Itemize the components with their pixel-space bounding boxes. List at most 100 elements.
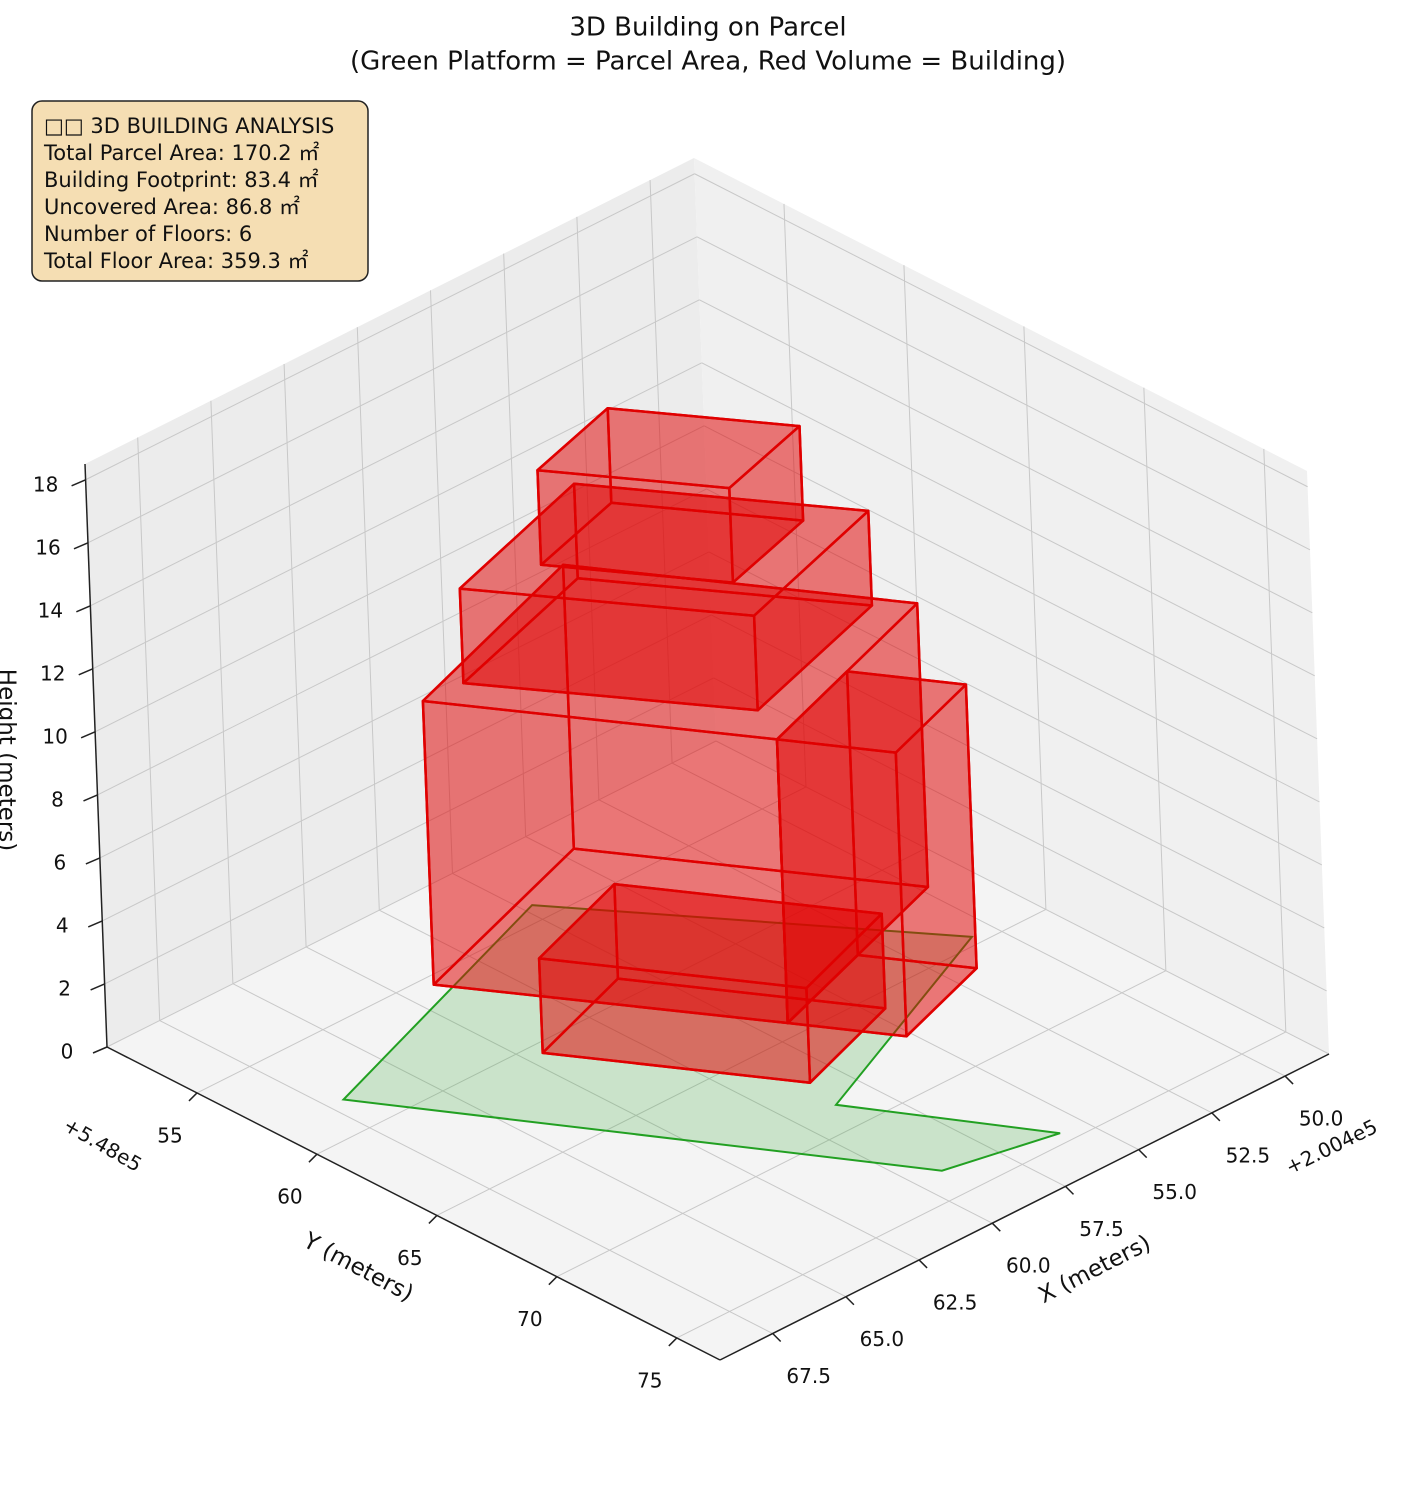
x-tick-label: 55.0 (1152, 1180, 1197, 1204)
grid-line (316, 847, 927, 1155)
grid-line (159, 1020, 773, 1334)
x-axis-label: X (meters) (1034, 1230, 1155, 1309)
axis-line (84, 463, 108, 1048)
building-side (458, 587, 759, 712)
y-tick (308, 1153, 318, 1163)
z-tick-label: 18 (33, 472, 58, 496)
z-tick-label: 16 (35, 535, 60, 559)
plot-content (71, 406, 1330, 1361)
grid-line (104, 677, 714, 985)
z-tick-label: 12 (40, 661, 65, 685)
z-tick (92, 1046, 108, 1054)
grid-line (305, 946, 920, 1261)
grid-line (1263, 448, 1287, 1032)
grid-line (576, 216, 600, 800)
z-tick (90, 983, 105, 991)
y-tick (548, 1276, 558, 1286)
x-tick (845, 1296, 855, 1306)
parcel (341, 904, 1061, 1172)
x-tick-label: 57.5 (1079, 1217, 1124, 1241)
grid-line (708, 551, 1323, 866)
y-offset-label: +5.48e5 (59, 1113, 146, 1177)
annotation-line: Uncovered Area: 86.8 ㎡ (44, 195, 300, 219)
annotation-box (31, 100, 369, 282)
z-tick-label: 2 (58, 976, 71, 1000)
building-side (421, 699, 789, 1025)
grid-line (671, 762, 1286, 1077)
y-tick (668, 1337, 678, 1347)
z-tick-label: 14 (38, 598, 63, 622)
grid-line (715, 740, 1330, 1055)
chart-title: 3D Building on Parcel (569, 13, 846, 43)
z-tick (85, 857, 101, 865)
grid-line (703, 425, 1318, 740)
pane-left (85, 158, 716, 1047)
grid-line (452, 872, 1066, 1187)
grid-line (525, 836, 1139, 1151)
x-tick-label: 50.0 (1299, 1107, 1344, 1131)
annotation: □□ 3D BUILDING ANALYSIS Total Parcel Area… (43, 114, 334, 273)
grid-line (701, 362, 1315, 677)
z-tick (73, 542, 89, 550)
grid-line (699, 299, 1313, 614)
annotation-line: Total Parcel Area: 170.2 ㎡ (43, 141, 319, 165)
grid-line (102, 614, 712, 922)
grid-line (711, 614, 1325, 929)
building-side (537, 957, 812, 1084)
x-tick-label: 52.5 (1226, 1143, 1271, 1167)
z-tick-label: 4 (56, 913, 69, 937)
grid-line (503, 253, 527, 837)
grid-line (90, 299, 700, 607)
grid-line (783, 203, 807, 787)
building-side (775, 738, 908, 1038)
grid-line (85, 173, 695, 481)
grid-line (436, 908, 1047, 1216)
x-tick-label: 62.5 (933, 1290, 978, 1314)
grid-line (598, 799, 1213, 1114)
annotation-line: □□ 3D BUILDING ANALYSIS (44, 114, 334, 138)
z-tick-label: 8 (51, 787, 64, 811)
grid-line (676, 1031, 1287, 1339)
z-tick (71, 479, 86, 487)
grid-line (649, 180, 673, 764)
z-tick-label: 6 (53, 850, 66, 874)
grid-line (379, 909, 993, 1224)
annotation-line: Number of Floors: 6 (44, 222, 252, 246)
chart-subtitle: (Green Platform = Parcel Area, Red Volum… (350, 47, 1066, 77)
y-tick-label: 65 (397, 1246, 422, 1270)
y-tick-label: 75 (637, 1368, 662, 1392)
grid-line (1023, 326, 1047, 910)
building-side (536, 468, 735, 584)
x-tick (1138, 1149, 1148, 1159)
pane-right (694, 158, 1329, 1054)
z-axis-label: Height (meters) (0, 669, 20, 851)
grid-line (106, 740, 717, 1048)
y-tick-label: 70 (517, 1307, 542, 1331)
grid-line (87, 236, 698, 544)
x-tick (1064, 1185, 1075, 1195)
grid-line (196, 786, 807, 1094)
grid-line (283, 363, 307, 947)
x-tick (772, 1332, 782, 1343)
grid-line (1143, 387, 1167, 971)
panes (85, 158, 1330, 1360)
y-tick (428, 1214, 438, 1224)
x-tick-label: 67.5 (786, 1364, 831, 1388)
z-tick (78, 668, 94, 676)
grid-line (694, 173, 1308, 488)
pane-floor (107, 741, 1329, 1360)
grid-line (232, 983, 847, 1298)
z-tick (87, 920, 103, 928)
axis-line (719, 1053, 1330, 1361)
x-tick (1211, 1112, 1221, 1122)
z-tick (76, 605, 91, 613)
y-tick-label: 55 (157, 1123, 182, 1147)
grid-line (97, 488, 707, 796)
grid-line (210, 400, 234, 984)
grid-line (356, 327, 380, 911)
annotation-line: Total Floor Area: 359.3 ㎡ (43, 249, 309, 273)
z-tick (83, 794, 98, 802)
z-tick-label: 10 (42, 724, 67, 748)
grid-line (137, 437, 161, 1021)
